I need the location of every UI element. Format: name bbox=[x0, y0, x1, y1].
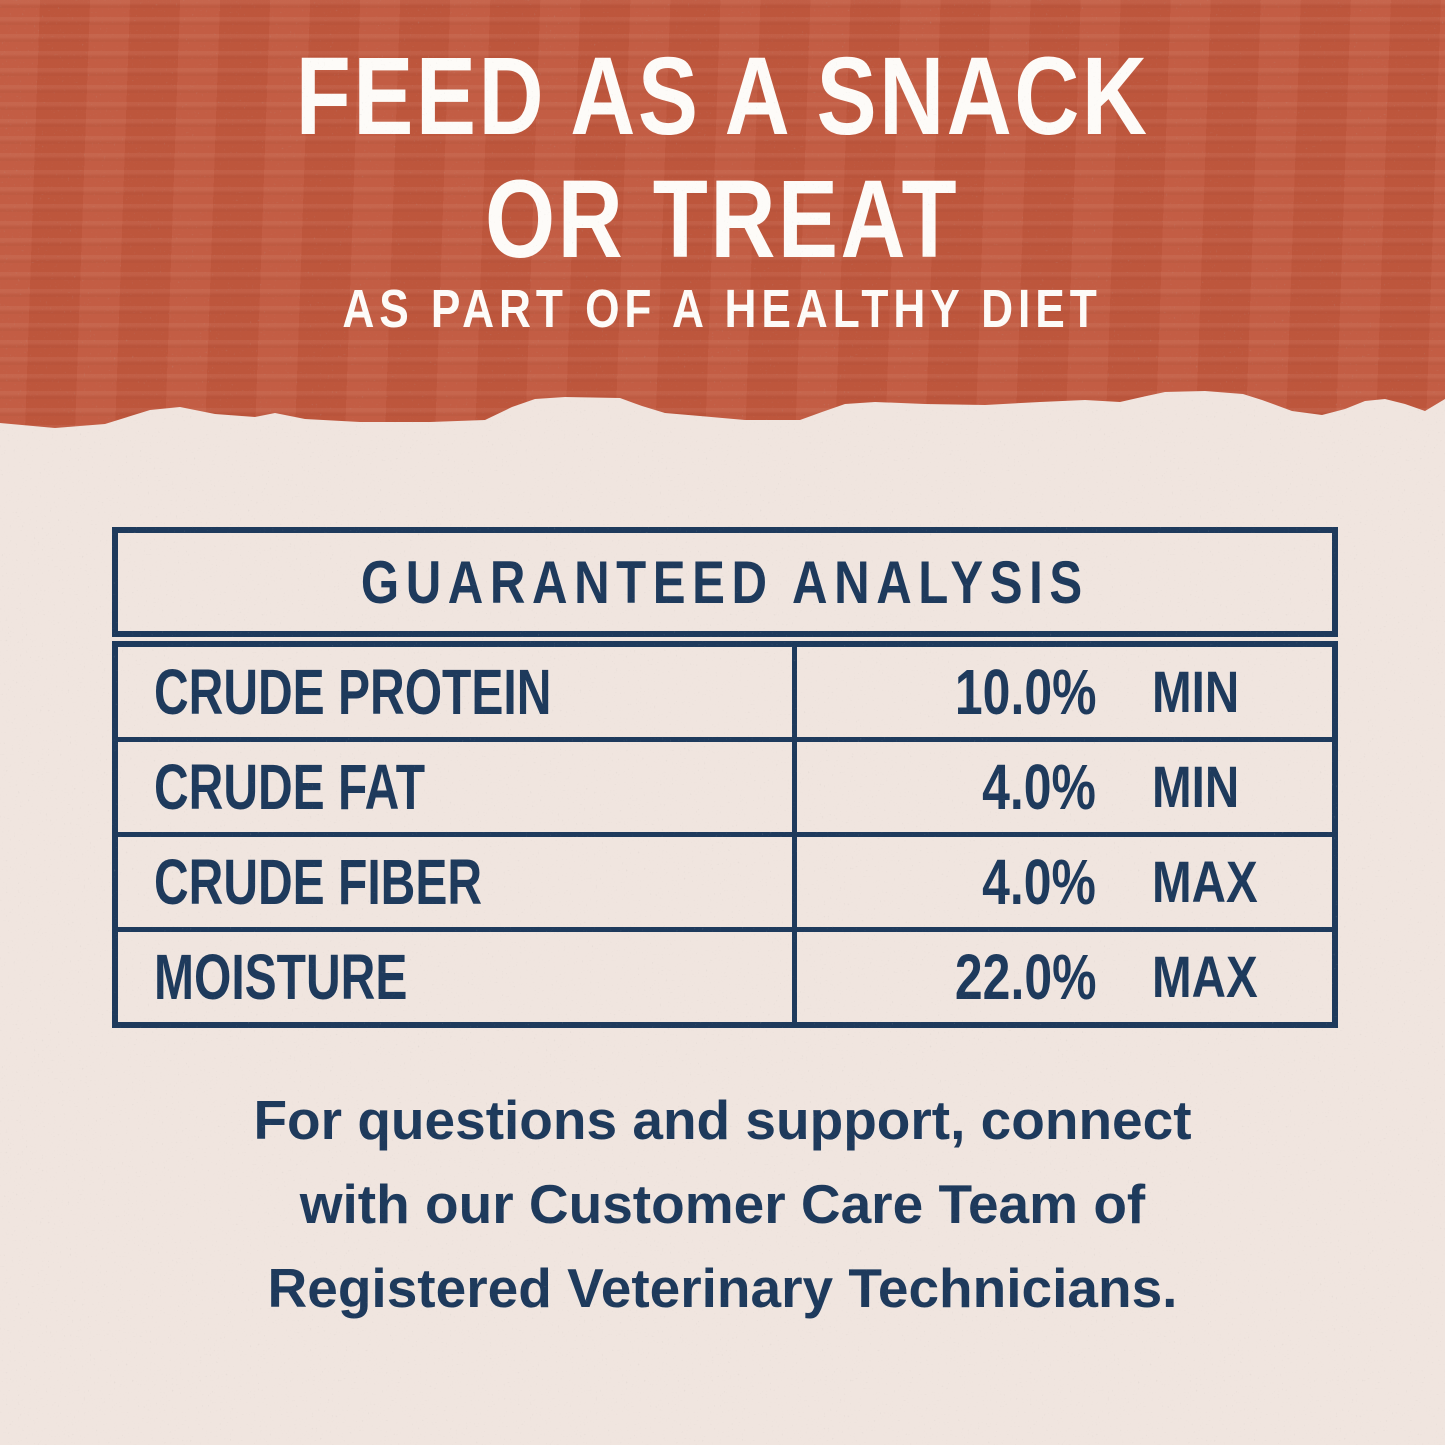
crude-protein-value-cell: 10.0% MIN bbox=[797, 647, 1332, 737]
feeding-subheadline-text: AS PART OF A HEALTHY DIET bbox=[342, 279, 1103, 339]
crude-protein-label: CRUDE PROTEIN bbox=[154, 656, 552, 728]
crude-fat-label-cell: CRUDE FAT bbox=[118, 742, 797, 832]
crude-fat-label: CRUDE FAT bbox=[154, 751, 426, 823]
customer-care-note: For questions and support, connect with … bbox=[0, 1078, 1445, 1330]
crude-fat-value-cell: 4.0% MIN bbox=[797, 742, 1332, 832]
feeding-headline-line1: FEED AS A SNACK bbox=[0, 42, 1445, 152]
feeding-headline-line1-text: FEED AS A SNACK bbox=[295, 35, 1150, 158]
crude-fat-value: 4.0% bbox=[982, 751, 1096, 823]
table-row-moisture: MOISTURE 22.0% MAX bbox=[118, 927, 1332, 1022]
crude-fiber-label: CRUDE FIBER bbox=[154, 846, 483, 918]
crude-protein-qualifier: MIN bbox=[1152, 659, 1240, 725]
crude-fat-qualifier: MIN bbox=[1152, 754, 1240, 820]
customer-care-note-line1: For questions and support, connect bbox=[253, 1089, 1192, 1151]
moisture-value-cell: 22.0% MAX bbox=[797, 932, 1332, 1022]
crude-fiber-value: 4.0% bbox=[982, 846, 1096, 918]
table-row-crude-protein: CRUDE PROTEIN 10.0% MIN bbox=[118, 647, 1332, 737]
moisture-value: 22.0% bbox=[954, 941, 1096, 1013]
customer-care-note-line2: with our Customer Care Team of bbox=[299, 1173, 1146, 1235]
guaranteed-analysis-table: GUARANTEED ANALYSIS CRUDE PROTEIN 10.0% … bbox=[112, 527, 1338, 1028]
feeding-headline-line2-text: OR TREAT bbox=[485, 158, 960, 281]
customer-care-note-line3: Registered Veterinary Technicians. bbox=[267, 1257, 1178, 1319]
feeding-headline-line2: OR TREAT bbox=[0, 165, 1445, 275]
moisture-label: MOISTURE bbox=[154, 941, 408, 1013]
crude-fiber-value-cell: 4.0% MAX bbox=[797, 837, 1332, 927]
crude-fiber-label-cell: CRUDE FIBER bbox=[118, 837, 797, 927]
feeding-subheadline: AS PART OF A HEALTHY DIET bbox=[0, 279, 1445, 339]
crude-protein-value: 10.0% bbox=[954, 656, 1096, 728]
table-row-crude-fiber: CRUDE FIBER 4.0% MAX bbox=[118, 832, 1332, 927]
guaranteed-analysis-title: GUARANTEED ANALYSIS bbox=[361, 548, 1089, 616]
moisture-qualifier: MAX bbox=[1152, 944, 1258, 1010]
crude-fiber-qualifier: MAX bbox=[1152, 849, 1258, 915]
guaranteed-analysis-header: GUARANTEED ANALYSIS bbox=[112, 527, 1338, 637]
table-row-crude-fat: CRUDE FAT 4.0% MIN bbox=[118, 737, 1332, 832]
guaranteed-analysis-body: CRUDE PROTEIN 10.0% MIN CRUDE FAT 4.0% M… bbox=[112, 641, 1338, 1028]
crude-protein-label-cell: CRUDE PROTEIN bbox=[118, 647, 797, 737]
moisture-label-cell: MOISTURE bbox=[118, 932, 797, 1022]
